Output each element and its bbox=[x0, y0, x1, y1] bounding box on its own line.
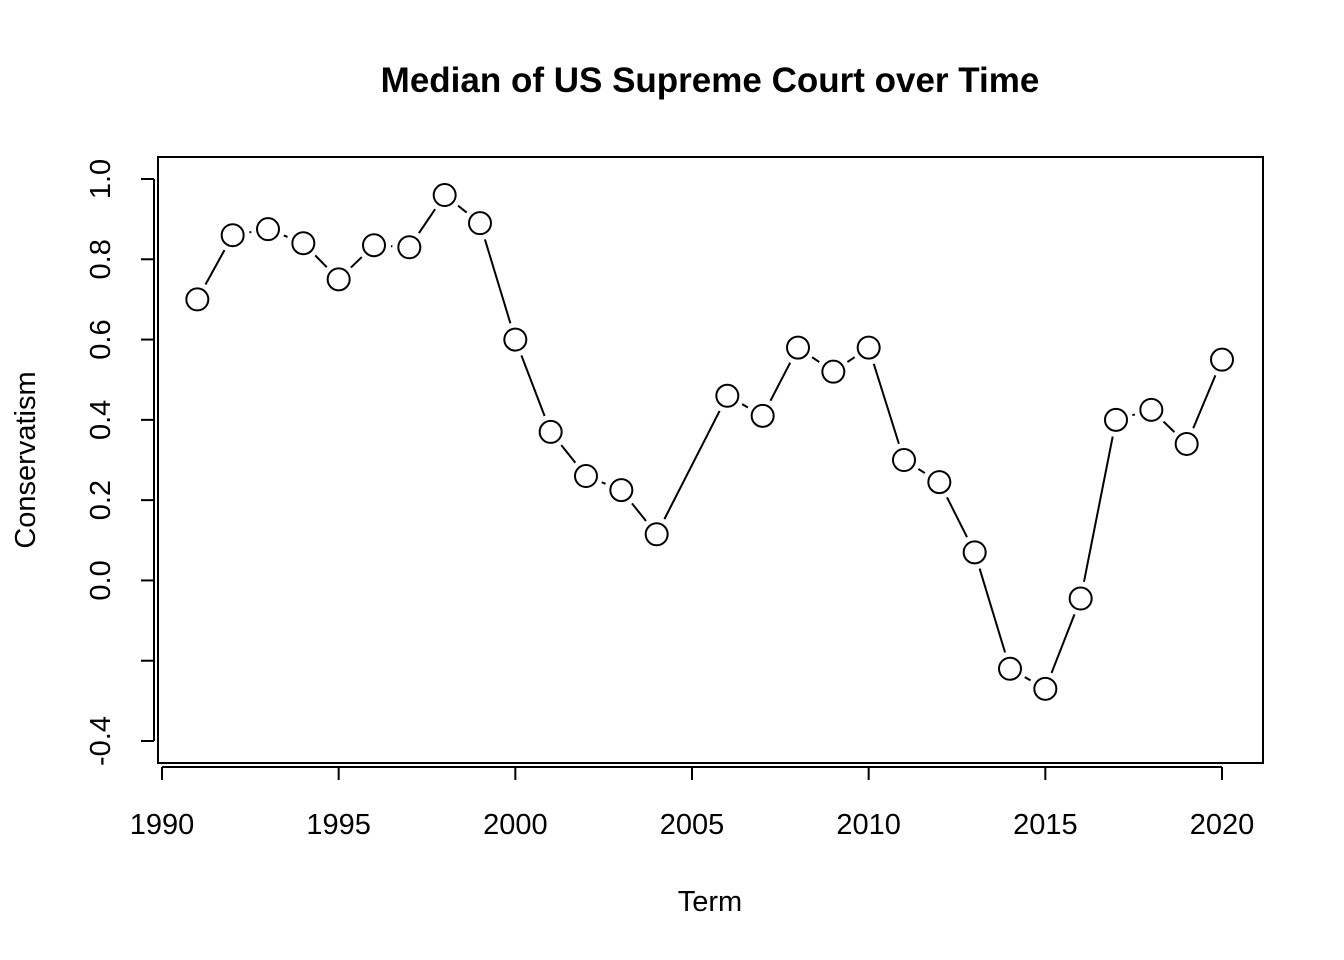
y-tick-label: 0.2 bbox=[85, 480, 117, 520]
data-point bbox=[1210, 347, 1234, 372]
x-tick-label: 2020 bbox=[1190, 809, 1255, 841]
chart-title: Median of US Supreme Court over Time bbox=[381, 61, 1040, 100]
data-point bbox=[644, 522, 669, 547]
series-line-segment bbox=[601, 481, 606, 485]
x-tick-label: 2010 bbox=[836, 809, 901, 841]
data-point bbox=[1104, 407, 1128, 432]
data-point bbox=[185, 287, 210, 312]
series-line-segment bbox=[846, 356, 856, 363]
series-line-segment bbox=[872, 363, 900, 445]
data-point bbox=[1033, 676, 1058, 701]
series-line-segment bbox=[560, 444, 577, 464]
x-tick-label: 2015 bbox=[1013, 809, 1078, 841]
data-point bbox=[750, 403, 775, 428]
data-point bbox=[432, 183, 457, 208]
series-line-segment bbox=[917, 468, 926, 474]
data-point bbox=[1174, 431, 1199, 456]
series-line-segment bbox=[663, 410, 721, 520]
data-point bbox=[220, 223, 245, 248]
series-line-segment bbox=[1192, 374, 1217, 429]
data-point bbox=[609, 478, 634, 503]
data-point bbox=[892, 448, 916, 472]
data-point bbox=[468, 211, 492, 236]
y-tick-label: 0.0 bbox=[85, 560, 117, 600]
y-tick-label: 0.8 bbox=[85, 239, 117, 279]
series-line-segment bbox=[350, 256, 363, 269]
series-line-segment bbox=[283, 234, 288, 238]
series-line-segment bbox=[1024, 676, 1032, 682]
y-tick-label: 1.0 bbox=[85, 159, 117, 199]
x-tick-label: 2005 bbox=[660, 809, 725, 841]
data-point bbox=[1068, 586, 1093, 611]
data-point bbox=[715, 383, 740, 408]
y-tick-label: 0.4 bbox=[85, 400, 117, 440]
data-point bbox=[256, 217, 280, 242]
data-point bbox=[326, 267, 351, 292]
series-line-segment bbox=[483, 239, 512, 324]
series-line-segment bbox=[418, 208, 436, 234]
series-line-segment bbox=[457, 204, 468, 214]
series-line-segment bbox=[520, 355, 546, 417]
series-line-segment bbox=[741, 403, 749, 409]
series-line-segment bbox=[978, 568, 1007, 653]
series-line-segment bbox=[1050, 613, 1076, 674]
series-line-segment bbox=[1132, 413, 1136, 417]
x-axis-label: Term bbox=[678, 886, 742, 918]
y-tick-label: -0.4 bbox=[85, 716, 117, 766]
series-line-segment bbox=[631, 502, 647, 522]
data-point bbox=[1139, 397, 1164, 422]
data-point bbox=[821, 359, 846, 384]
data-point bbox=[998, 656, 1022, 681]
data-point bbox=[362, 233, 386, 258]
data-point bbox=[538, 419, 563, 444]
data-point bbox=[856, 335, 881, 360]
data-series bbox=[185, 183, 1234, 701]
x-tick-label: 1995 bbox=[306, 809, 371, 841]
data-point bbox=[927, 470, 952, 495]
series-line-segment bbox=[1162, 420, 1176, 433]
x-tick-label: 1990 bbox=[130, 809, 195, 841]
x-tick-label: 2000 bbox=[483, 809, 548, 841]
y-axis: -0.4 0.0 0.2 0.4 0.6 0.8 1.0 bbox=[85, 159, 155, 766]
plot-frame bbox=[157, 156, 1264, 764]
series-line-segment bbox=[1082, 436, 1114, 583]
series-line-segment bbox=[769, 362, 792, 402]
y-tick-label: 0.6 bbox=[85, 319, 117, 359]
series-line-segment bbox=[811, 356, 820, 363]
data-point bbox=[291, 231, 316, 256]
series-line-segment bbox=[314, 254, 328, 268]
x-axis: 1990 1995 2000 2005 2010 2015 2020 bbox=[130, 766, 1255, 841]
series-line-segment bbox=[204, 249, 226, 286]
data-point bbox=[397, 235, 422, 260]
series-line-segment bbox=[946, 496, 968, 538]
data-point bbox=[786, 335, 810, 360]
data-point bbox=[503, 327, 528, 352]
y-axis-label: Conservatism bbox=[10, 371, 42, 548]
data-point bbox=[962, 540, 987, 565]
data-point bbox=[574, 464, 598, 489]
